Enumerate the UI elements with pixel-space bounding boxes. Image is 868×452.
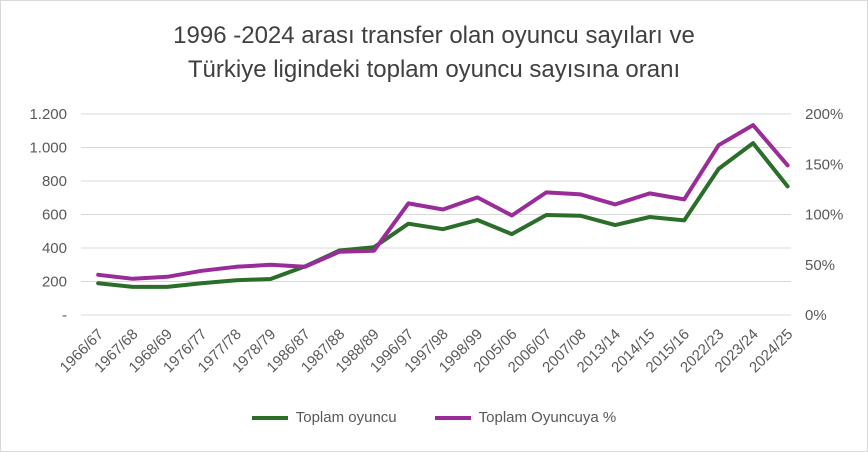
- legend-swatch-percentage: [434, 415, 471, 420]
- y-left-tick-label: 400: [42, 240, 67, 257]
- y-left-tick-label: 600: [42, 207, 67, 224]
- y-left-tick-label: 800: [42, 173, 67, 190]
- legend-item-percentage: Toplam Oyuncuya %: [434, 409, 617, 426]
- series-line-percentage: [96, 123, 790, 281]
- y-left-tick-label: 1.000: [29, 140, 67, 157]
- y-left-tick-label: -: [62, 307, 67, 324]
- legend-label-percentage: Toplam Oyuncuya %: [478, 409, 617, 426]
- legend-swatch-total-players: [251, 415, 288, 420]
- series-line-total-players: [96, 141, 790, 289]
- legend-item-total-players: Toplam oyuncu: [251, 409, 397, 426]
- y-right-tick-label: 200%: [805, 106, 843, 123]
- chart-title-line-2: Türkiye ligindeki toplam oyuncu sayısına…: [187, 56, 681, 83]
- legend: Toplam oyuncu Toplam Oyuncuya %: [1, 409, 867, 426]
- y-left-tick-label: 1.200: [29, 106, 67, 123]
- legend-label-total-players: Toplam oyuncu: [295, 409, 397, 426]
- y-right-tick-label: 0%: [805, 307, 827, 324]
- y-right-tick-label: 100%: [805, 207, 843, 224]
- chart-title: 1996 -2024 arası transfer olan oyuncu sa…: [1, 19, 867, 87]
- y-right-tick-label: 50%: [805, 257, 835, 274]
- y-right-tick-label: 150%: [805, 156, 843, 173]
- y-left-tick-label: 200: [42, 274, 67, 291]
- chart-title-line-1: 1996 -2024 arası transfer olan oyuncu sa…: [173, 22, 695, 49]
